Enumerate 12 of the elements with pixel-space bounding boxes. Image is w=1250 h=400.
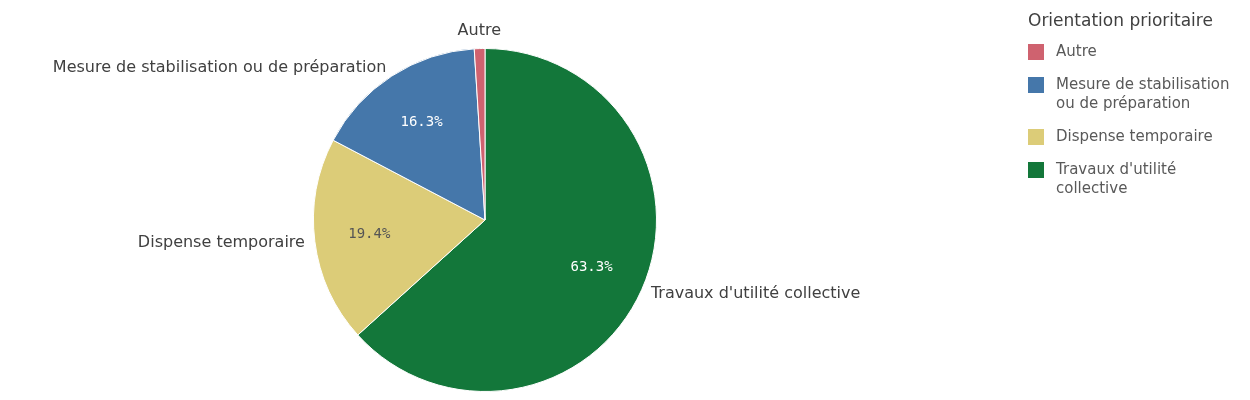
legend-title: Orientation prioritaire: [1028, 10, 1214, 30]
legend-label: Mesure de stabilisation ou de préparation: [1056, 75, 1231, 113]
legend-label: Travaux d'utilité collective: [1056, 160, 1178, 198]
data-label: 19.4%: [348, 225, 391, 242]
slice-label: Autre: [457, 19, 502, 39]
slice-label: Dispense temporaire: [137, 231, 305, 251]
legend-label: Autre: [1056, 42, 1097, 61]
data-label: 16.3%: [400, 112, 444, 129]
legend-label: Dispense temporaire: [1056, 127, 1213, 146]
slice-label: Travaux d'utilité collective: [649, 282, 861, 302]
data-label: 63.3%: [570, 257, 614, 274]
slice-label: Mesure de stabilisation ou de préparation: [52, 56, 387, 76]
